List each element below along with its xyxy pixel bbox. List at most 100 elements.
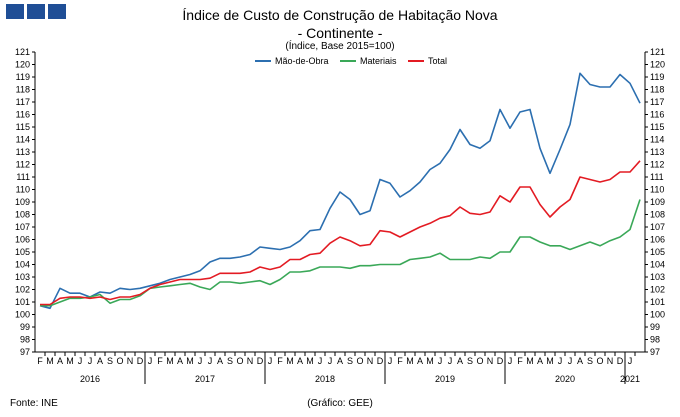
y-tick-label-right: 100 xyxy=(650,310,665,320)
month-label: A xyxy=(217,356,223,366)
y-tick-label-left: 112 xyxy=(16,160,30,170)
month-label: A xyxy=(177,356,183,366)
y-tick-label-left: 114 xyxy=(16,135,30,145)
month-label: D xyxy=(617,356,624,366)
month-label: J xyxy=(568,356,573,366)
y-tick-label-left: 113 xyxy=(16,147,30,157)
y-tick-label-left: 100 xyxy=(15,310,30,320)
month-label: D xyxy=(497,356,504,366)
month-label: J xyxy=(328,356,333,366)
y-tick-label-left: 104 xyxy=(15,260,30,270)
y-tick-label-left: 108 xyxy=(15,210,30,220)
month-label: J xyxy=(318,356,323,366)
y-tick-label-left: 103 xyxy=(15,272,30,282)
year-label: 2017 xyxy=(195,374,215,384)
month-label: O xyxy=(116,356,123,366)
y-tick-label-left: 97 xyxy=(20,347,30,357)
month-label: M xyxy=(186,356,194,366)
year-label: 2016 xyxy=(80,374,100,384)
chart-credit: (Gráfico: GEE) xyxy=(307,398,373,409)
y-tick-label-right: 111 xyxy=(650,172,664,182)
series-line xyxy=(40,160,641,306)
month-label: D xyxy=(377,356,384,366)
y-tick-label-left: 111 xyxy=(16,172,30,182)
month-label: J xyxy=(628,356,633,366)
y-tick-label-right: 119 xyxy=(650,72,664,82)
y-tick-label-left: 107 xyxy=(15,222,30,232)
year-label: 2018 xyxy=(315,374,335,384)
month-label: S xyxy=(587,356,593,366)
y-tick-label-right: 112 xyxy=(650,160,664,170)
month-label: M xyxy=(546,356,554,366)
ine-logo xyxy=(6,4,66,19)
chart-note: (Índice, Base 2015=100) xyxy=(285,41,395,52)
y-tick-label-right: 115 xyxy=(650,122,664,132)
y-tick-label-right: 118 xyxy=(650,85,664,95)
y-tick-label-left: 118 xyxy=(16,85,30,95)
month-label: S xyxy=(107,356,113,366)
month-label: M xyxy=(406,356,414,366)
y-tick-label-left: 119 xyxy=(16,72,30,82)
legend-label: Materiais xyxy=(360,56,397,66)
month-label: O xyxy=(476,356,483,366)
month-label: M xyxy=(46,356,54,366)
y-tick-label-right: 121 xyxy=(650,47,665,57)
month-label: D xyxy=(137,356,144,366)
month-label: J xyxy=(78,356,83,366)
y-tick-label-right: 97 xyxy=(650,347,660,357)
y-tick-label-left: 110 xyxy=(16,185,30,195)
month-label: S xyxy=(347,356,353,366)
month-label: M xyxy=(66,356,74,366)
month-label: M xyxy=(306,356,314,366)
y-tick-label-right: 103 xyxy=(650,272,665,282)
y-tick-label-left: 98 xyxy=(20,335,30,345)
legend-label: Mão-de-Obra xyxy=(275,56,329,66)
source-note: Fonte: INE xyxy=(10,398,58,409)
y-tick-label-right: 109 xyxy=(650,197,665,207)
month-label: M xyxy=(426,356,434,366)
month-label: J xyxy=(508,356,513,366)
month-label: A xyxy=(537,356,543,366)
y-tick-label-left: 117 xyxy=(16,97,30,107)
month-label: A xyxy=(57,356,63,366)
y-tick-label-right: 98 xyxy=(650,335,660,345)
month-label: J xyxy=(438,356,443,366)
y-tick-label-left: 105 xyxy=(15,247,30,257)
year-label: 2021 xyxy=(620,374,640,384)
logo-block xyxy=(48,4,66,19)
month-label: O xyxy=(356,356,363,366)
month-label: S xyxy=(227,356,233,366)
month-label: A xyxy=(577,356,583,366)
month-label: M xyxy=(286,356,294,366)
month-label: J xyxy=(208,356,213,366)
month-label: N xyxy=(247,356,254,366)
y-tick-label-left: 116 xyxy=(16,110,30,120)
month-label: M xyxy=(526,356,534,366)
y-tick-label-right: 106 xyxy=(650,235,665,245)
logo-block xyxy=(27,4,45,19)
month-label: N xyxy=(367,356,374,366)
y-tick-label-left: 99 xyxy=(20,322,30,332)
y-tick-label-right: 116 xyxy=(650,110,664,120)
series-line xyxy=(40,199,641,307)
logo-block xyxy=(6,4,24,19)
y-tick-label-right: 117 xyxy=(650,97,664,107)
month-label: O xyxy=(236,356,243,366)
month-label: F xyxy=(37,356,43,366)
month-label: A xyxy=(457,356,463,366)
legend-label: Total xyxy=(428,56,447,66)
y-tick-label-right: 108 xyxy=(650,210,665,220)
y-tick-label-right: 120 xyxy=(650,60,665,70)
month-label: O xyxy=(596,356,603,366)
month-label: A xyxy=(297,356,303,366)
month-label: S xyxy=(467,356,473,366)
y-tick-label-right: 99 xyxy=(650,322,660,332)
month-label: J xyxy=(558,356,563,366)
y-tick-label-left: 109 xyxy=(15,197,30,207)
month-label: A xyxy=(417,356,423,366)
month-label: J xyxy=(88,356,93,366)
month-label: F xyxy=(397,356,403,366)
y-tick-label-left: 106 xyxy=(15,235,30,245)
y-tick-label-right: 110 xyxy=(650,185,664,195)
